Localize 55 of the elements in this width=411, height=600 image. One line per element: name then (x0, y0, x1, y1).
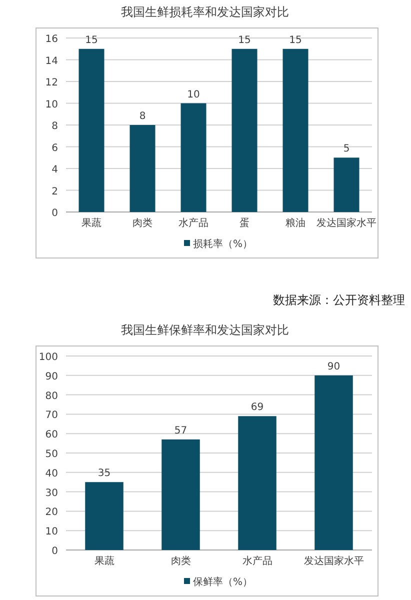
data-label: 57 (174, 425, 188, 436)
data-label: 15 (238, 34, 251, 46)
y-tick-label: 2 (52, 186, 58, 198)
bar (232, 48, 258, 212)
bar (334, 158, 360, 212)
x-tick-label: 发达国家水平 (316, 217, 376, 229)
x-tick-label: 水产品 (242, 555, 272, 567)
x-tick-label: 发达国家水平 (304, 555, 364, 567)
y-tick-label: 6 (52, 142, 58, 154)
y-tick-label: 100 (38, 352, 58, 363)
data-label: 5 (343, 144, 350, 155)
data-label: 35 (98, 468, 111, 480)
y-tick-label: 70 (45, 410, 58, 422)
y-tick-label: 0 (52, 208, 58, 219)
bar (78, 48, 104, 212)
bar (314, 375, 353, 550)
chart-title: 我国生鲜损耗率和发达国家对比 (121, 5, 289, 19)
bar (130, 125, 156, 212)
data-label: 90 (327, 361, 340, 372)
y-tick-label: 10 (45, 99, 58, 110)
y-tick-label: 80 (45, 390, 58, 402)
bar (238, 416, 276, 550)
bar (180, 103, 206, 212)
y-tick-label: 0 (52, 546, 58, 557)
y-tick-label: 20 (45, 507, 58, 518)
legend-label: 损耗率（%） (193, 238, 253, 250)
y-tick-label: 14 (45, 56, 58, 67)
data-label: 8 (139, 111, 146, 122)
y-tick-label: 4 (52, 164, 58, 176)
y-tick-label: 12 (45, 78, 58, 88)
x-tick-label: 肉类 (132, 217, 152, 229)
x-tick-label: 粮油 (286, 217, 306, 229)
y-tick-label: 60 (45, 430, 58, 441)
bar (162, 439, 200, 550)
y-tick-label: 50 (45, 449, 58, 460)
data-label: 15 (289, 34, 302, 46)
source-note: 数据来源：公开资料整理 (273, 292, 405, 309)
bar (282, 48, 308, 212)
chart-title: 我国生鲜保鲜率和发达国家对比 (121, 323, 289, 337)
y-tick-label: 8 (52, 121, 58, 132)
x-tick-label: 水产品 (178, 217, 208, 229)
data-label: 10 (187, 89, 200, 100)
y-tick-label: 40 (45, 468, 58, 480)
x-tick-label: 肉类 (170, 555, 191, 567)
x-tick-label: 果蔬 (94, 555, 114, 567)
x-tick-label: 果蔬 (82, 217, 102, 229)
y-tick-label: 90 (45, 371, 58, 382)
data-label: 69 (250, 402, 264, 414)
data-label: 15 (85, 34, 98, 46)
y-tick-label: 16 (45, 34, 58, 45)
legend-label: 保鲜率（%） (193, 576, 253, 588)
x-tick-label: 蛋 (240, 217, 250, 229)
bar (85, 482, 124, 550)
y-tick-label: 10 (45, 526, 58, 538)
y-tick-label: 30 (45, 488, 58, 499)
